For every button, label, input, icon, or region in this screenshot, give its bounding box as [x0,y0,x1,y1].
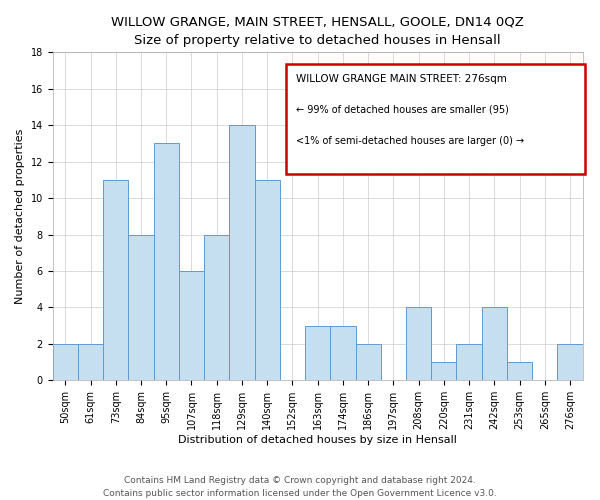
Bar [507,362,532,380]
Bar [406,308,431,380]
Bar [53,344,78,381]
Bar [431,362,457,380]
Y-axis label: Number of detached properties: Number of detached properties [15,128,25,304]
Bar [103,180,128,380]
Bar [229,125,254,380]
Text: <1% of semi-detached houses are larger (0) →: <1% of semi-detached houses are larger (… [296,136,524,146]
Bar [557,344,583,381]
Bar [330,326,356,380]
Bar [356,344,381,381]
Bar [457,344,482,381]
Bar [179,271,204,380]
Title: WILLOW GRANGE, MAIN STREET, HENSALL, GOOLE, DN14 0QZ
Size of property relative t: WILLOW GRANGE, MAIN STREET, HENSALL, GOO… [111,15,524,47]
Bar [254,180,280,380]
Bar [128,234,154,380]
X-axis label: Distribution of detached houses by size in Hensall: Distribution of detached houses by size … [178,435,457,445]
Bar [204,234,229,380]
Bar [305,326,330,380]
Bar [78,344,103,381]
Text: Contains HM Land Registry data © Crown copyright and database right 2024.
Contai: Contains HM Land Registry data © Crown c… [103,476,497,498]
Text: WILLOW GRANGE MAIN STREET: 276sqm: WILLOW GRANGE MAIN STREET: 276sqm [296,74,508,84]
Text: ← 99% of detached houses are smaller (95): ← 99% of detached houses are smaller (95… [296,105,509,115]
Bar [154,144,179,380]
Bar [482,308,507,380]
FancyBboxPatch shape [286,64,586,174]
